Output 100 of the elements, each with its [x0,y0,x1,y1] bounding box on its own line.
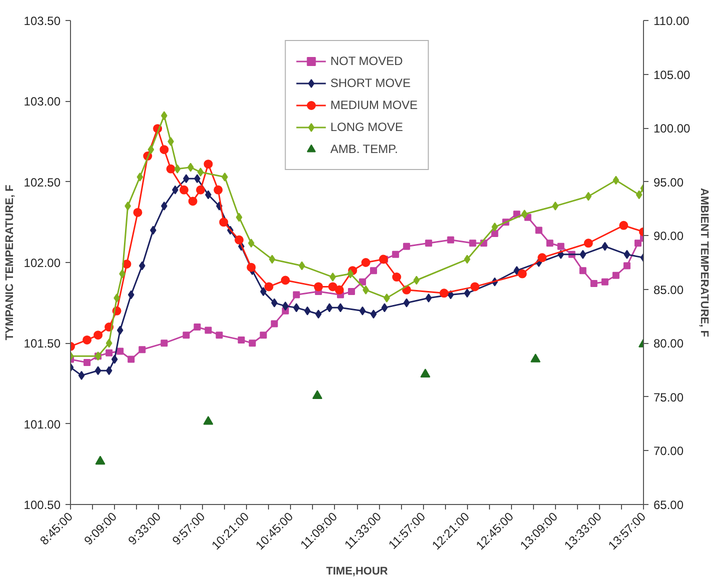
legend-label: LONG MOVE [330,120,404,134]
point [148,145,154,154]
point [160,111,168,120]
point [535,226,542,234]
point [160,340,168,347]
legend-label: SHORT MOVE [330,76,411,90]
point [314,282,323,292]
y2-tick-label: 65.00 [654,498,684,512]
point [106,349,113,356]
point [518,269,527,278]
point [280,276,290,285]
point [584,238,593,248]
point [194,324,201,331]
point [95,456,106,465]
point [106,366,112,376]
point [312,390,322,399]
point [315,310,322,319]
y-tick-label: 102.50 [24,175,61,190]
point [236,212,242,222]
point [552,202,559,211]
point [619,220,628,230]
point [214,185,223,194]
point [248,340,256,347]
point [328,282,338,292]
point [392,250,400,258]
point [612,176,620,185]
point [203,416,214,425]
point [348,288,355,296]
point [138,346,146,354]
point [304,306,311,316]
point [447,236,454,244]
y2-tick-label: 105.00 [654,68,691,82]
y-tick-label: 103.50 [24,14,61,28]
point [106,338,112,348]
point [271,298,278,308]
point [623,262,630,270]
point [136,172,144,182]
y2-axis-title: AMBIENT TEMPERATURE, F [698,188,710,338]
point [440,288,449,298]
point [166,164,176,174]
y2-tick-label: 100.00 [654,122,691,136]
point [413,276,420,285]
point [491,230,498,237]
y-tick-label: 102.00 [24,256,61,270]
point [219,218,228,227]
point [590,280,598,287]
y2-tick-label: 80.00 [654,336,684,351]
point [624,250,630,259]
point [347,269,354,278]
point [174,164,181,174]
point [204,326,212,334]
point [403,242,410,250]
y2-tick-label: 110.00 [654,14,690,28]
point [530,354,541,362]
point [521,210,528,219]
point [94,366,102,376]
point [425,240,432,247]
y2-tick-label: 90.00 [654,229,684,244]
y-tick-label: 103.00 [24,94,61,109]
point [326,303,333,312]
point [636,190,642,200]
point [359,306,366,316]
y2-tick-label: 75.00 [654,390,684,404]
point [150,226,156,235]
point [359,278,366,286]
point [196,185,206,194]
point [557,242,564,250]
point [197,168,204,177]
point [78,370,85,380]
point [268,254,276,264]
y-tick-label: 101.00 [24,417,61,432]
legend-label: AMB. TEMP. [330,142,398,156]
y2-tick-label: 95.00 [654,175,684,190]
y-tick-label: 101.50 [24,336,61,351]
point [168,137,174,146]
point [234,235,244,244]
point [392,272,402,282]
legend-label: NOT MOVED [330,54,403,68]
point [546,240,554,247]
point [111,354,118,364]
legend-label: MEDIUM MOVE [330,98,418,112]
point [634,240,642,247]
point [370,310,377,319]
point [246,262,256,272]
y2-tick-label: 85.00 [654,282,684,297]
point [425,293,432,302]
point [84,359,91,366]
point [293,303,300,312]
point [204,160,213,169]
point [264,282,274,292]
point [602,242,608,251]
x-axis-title: TIME,HOUR [326,565,388,578]
point [282,302,289,311]
point [270,320,278,328]
y-tick-label: 100.50 [24,498,61,512]
point [187,162,194,172]
point [128,356,135,363]
point [216,332,223,339]
point [298,261,306,270]
point [128,290,134,300]
